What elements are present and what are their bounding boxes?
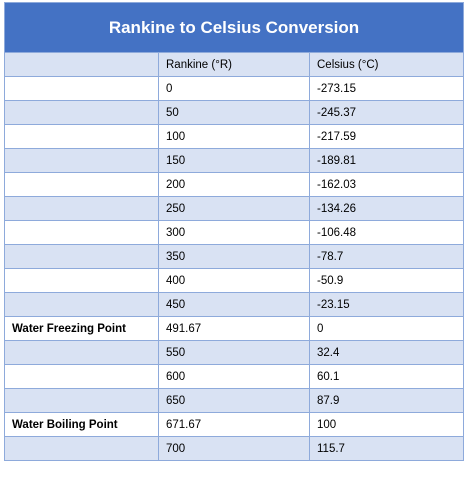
table-row: 450 -23.15 xyxy=(4,292,464,317)
table-row: 550 32.4 xyxy=(4,340,464,365)
table-row: 650 87.9 xyxy=(4,388,464,413)
row-label xyxy=(4,148,159,173)
celsius-value: 0 xyxy=(309,316,464,341)
rankine-value: 350 xyxy=(158,244,310,269)
table-row: 50 -245.37 xyxy=(4,100,464,125)
rankine-value: 671.67 xyxy=(158,412,310,437)
table-row: 100 -217.59 xyxy=(4,124,464,149)
conversion-table: Rankine to Celsius Conversion Rankine (°… xyxy=(4,2,464,461)
table-row: 400 -50.9 xyxy=(4,268,464,293)
celsius-value: 100 xyxy=(309,412,464,437)
celsius-value: -78.7 xyxy=(309,244,464,269)
table-row: Water Freezing Point 491.67 0 xyxy=(4,316,464,341)
row-label xyxy=(4,436,159,461)
column-header-celsius: Celsius (°C) xyxy=(309,52,464,77)
table-body: Rankine (°R) Celsius (°C) 0 -273.15 50 -245… xyxy=(4,52,464,461)
rankine-value: 700 xyxy=(158,436,310,461)
rankine-value: 600 xyxy=(158,364,310,389)
rankine-value: 0 xyxy=(158,76,310,101)
row-label: Water Boiling Point xyxy=(4,412,159,437)
celsius-value: 115.7 xyxy=(309,436,464,461)
row-label xyxy=(4,220,159,245)
celsius-value: -162.03 xyxy=(309,172,464,197)
title-row: Rankine to Celsius Conversion xyxy=(4,2,464,53)
celsius-value: -23.15 xyxy=(309,292,464,317)
rankine-value: 150 xyxy=(158,148,310,173)
table-row: 600 60.1 xyxy=(4,364,464,389)
rankine-value: 491.67 xyxy=(158,316,310,341)
rankine-value: 100 xyxy=(158,124,310,149)
row-label xyxy=(4,388,159,413)
column-header-row: Rankine (°R) Celsius (°C) xyxy=(4,52,464,77)
rankine-value: 400 xyxy=(158,268,310,293)
celsius-value: 60.1 xyxy=(309,364,464,389)
celsius-value: 32.4 xyxy=(309,340,464,365)
row-label: Water Freezing Point xyxy=(4,316,159,341)
celsius-value: -245.37 xyxy=(309,100,464,125)
celsius-value: -217.59 xyxy=(309,124,464,149)
row-label xyxy=(4,364,159,389)
row-label xyxy=(4,76,159,101)
conversion-table-container: Rankine to Celsius Conversion Rankine (°… xyxy=(4,2,464,461)
celsius-value: 87.9 xyxy=(309,388,464,413)
rankine-value: 250 xyxy=(158,196,310,221)
rankine-value: 650 xyxy=(158,388,310,413)
celsius-value: -273.15 xyxy=(309,76,464,101)
row-label xyxy=(4,100,159,125)
celsius-value: -106.48 xyxy=(309,220,464,245)
row-label xyxy=(4,340,159,365)
column-header-label xyxy=(4,52,159,77)
table-row: 0 -273.15 xyxy=(4,76,464,101)
table-row: 150 -189.81 xyxy=(4,148,464,173)
rankine-value: 300 xyxy=(158,220,310,245)
row-label xyxy=(4,292,159,317)
row-label xyxy=(4,196,159,221)
row-label xyxy=(4,124,159,149)
celsius-value: -50.9 xyxy=(309,268,464,293)
rankine-value: 200 xyxy=(158,172,310,197)
table-title: Rankine to Celsius Conversion xyxy=(4,2,464,53)
table-row: 700 115.7 xyxy=(4,436,464,461)
rankine-value: 50 xyxy=(158,100,310,125)
celsius-value: -189.81 xyxy=(309,148,464,173)
celsius-value: -134.26 xyxy=(309,196,464,221)
table-row: 200 -162.03 xyxy=(4,172,464,197)
table-row: Water Boiling Point 671.67 100 xyxy=(4,412,464,437)
column-header-rankine: Rankine (°R) xyxy=(158,52,310,77)
row-label xyxy=(4,172,159,197)
rankine-value: 550 xyxy=(158,340,310,365)
row-label xyxy=(4,244,159,269)
table-row: 300 -106.48 xyxy=(4,220,464,245)
table-row: 250 -134.26 xyxy=(4,196,464,221)
rankine-value: 450 xyxy=(158,292,310,317)
row-label xyxy=(4,268,159,293)
table-row: 350 -78.7 xyxy=(4,244,464,269)
